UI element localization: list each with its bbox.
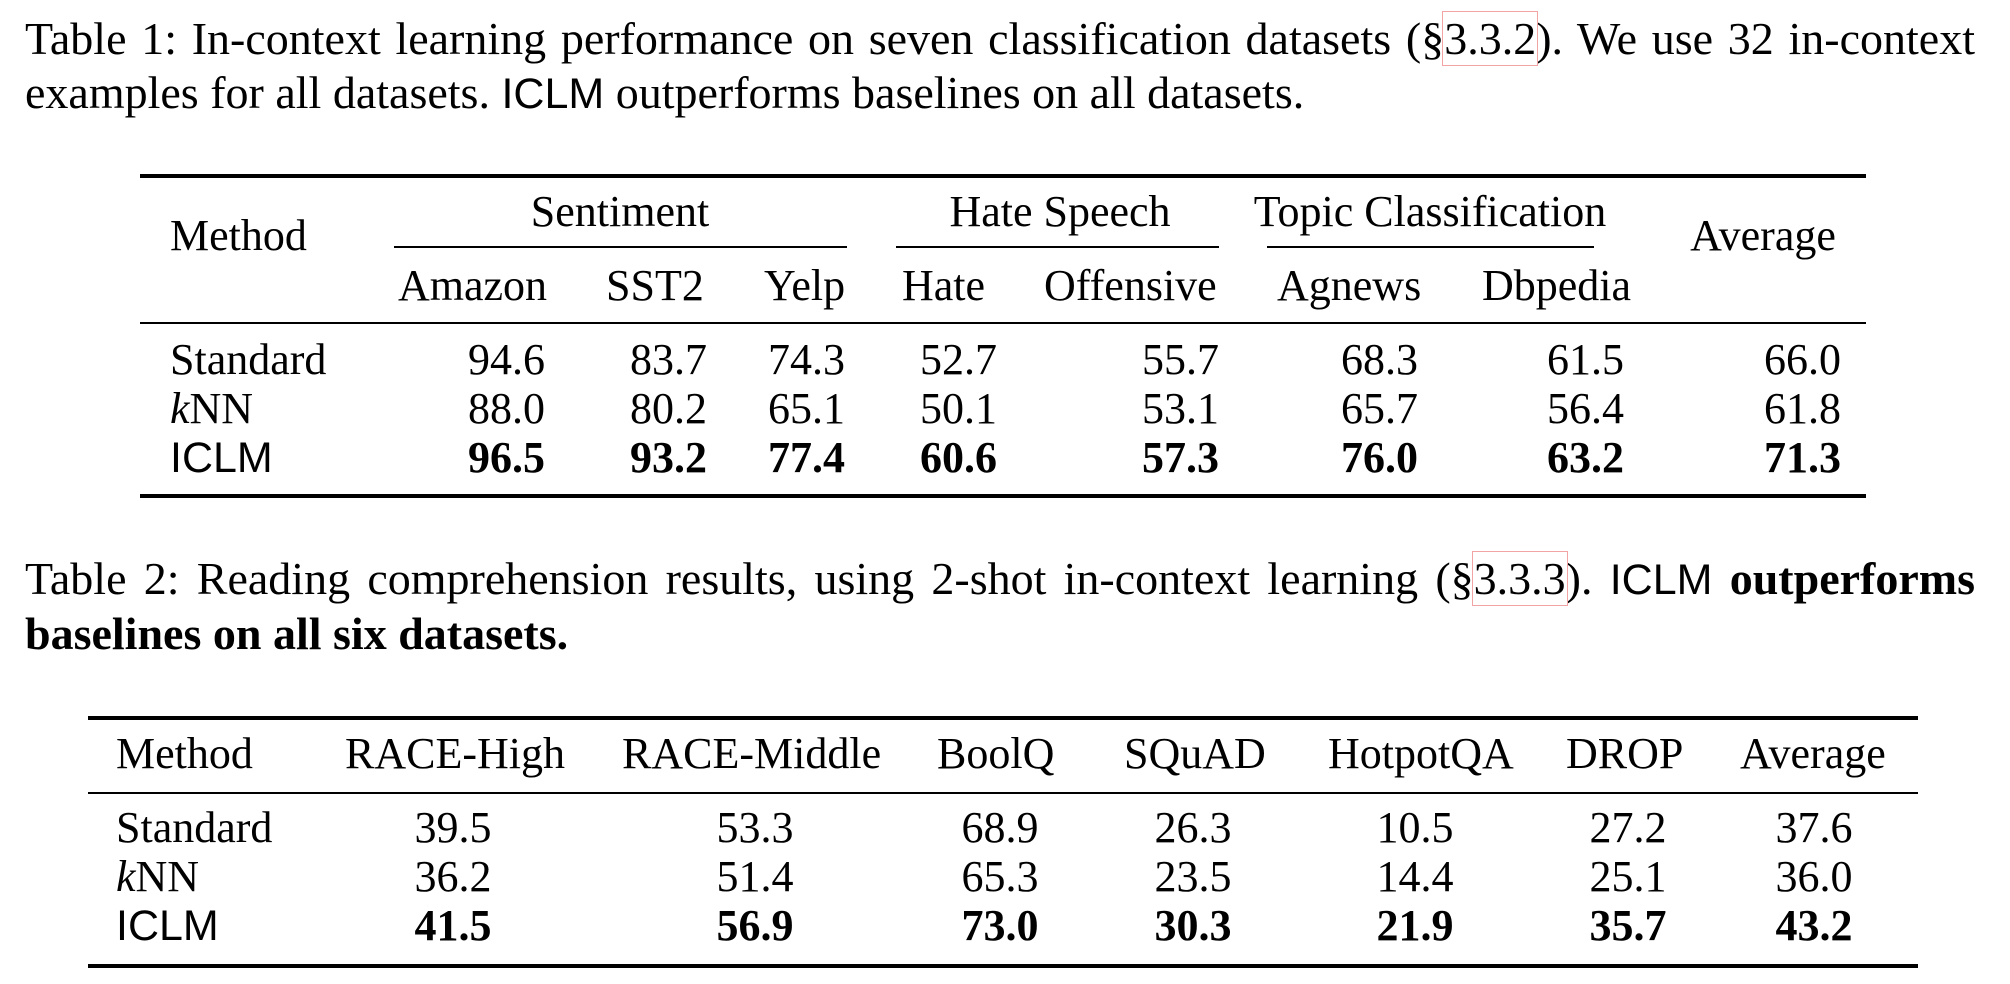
table1-col-agnews: Agnews <box>1277 261 1422 310</box>
table2-cell: 37.6 <box>1775 803 1853 852</box>
table1-cell: 63.2 <box>1547 433 1624 482</box>
table1-cell: 74.3 <box>768 335 845 384</box>
table1-cell: 57.3 <box>1142 433 1219 482</box>
table1-caption-mid: ). We use 32 in-context examples for all… <box>25 13 1975 118</box>
table1-row-iclm-method: ICLM <box>170 434 273 482</box>
table2: Standard kNN ICLM Method RACE-High RACE-Mi… <box>88 716 1918 970</box>
table1-group-topic-classification: Topic Classification <box>1253 187 1607 236</box>
table2-header-race-middle: RACE-Middle <box>622 729 882 778</box>
table1-group-hate-speech: Hate Speech <box>949 187 1171 236</box>
table1-col-sst2: SST2 <box>606 261 704 310</box>
table1-cell: 56.4 <box>1547 384 1624 433</box>
table1-cmidrule-sentiment <box>394 246 847 248</box>
table1-cell: 76.0 <box>1341 433 1418 482</box>
table2-cell: 43.2 <box>1775 901 1853 950</box>
table1-caption-prefix: Table 1: In-context learning performance… <box>25 13 1445 64</box>
table1-knn-k: k <box>170 384 190 433</box>
table2-header-hotpotqa: HotpotQA <box>1328 729 1514 778</box>
table2-cell: 27.2 <box>1589 803 1667 852</box>
table1-cell: 61.5 <box>1547 335 1624 384</box>
table1-caption-suffix: outperforms baselines on all datasets. <box>604 67 1305 118</box>
table1-col-amazon: Amazon <box>398 261 548 310</box>
table2-cell: 36.2 <box>414 852 492 901</box>
table1-cell: 52.7 <box>920 335 997 384</box>
table1-knn-nn: NN <box>189 384 254 433</box>
table1-top-rule <box>140 174 1866 178</box>
table2-cell: 26.3 <box>1154 803 1232 852</box>
table1-col-dbpedia: Dbpedia <box>1482 261 1632 310</box>
table2-cell: 21.9 <box>1376 901 1454 950</box>
table1-group-sentiment: Sentiment <box>530 187 710 236</box>
table2-cell: 39.5 <box>414 803 492 852</box>
table2-cell: 41.5 <box>414 901 492 950</box>
table2-caption: Table 2: Reading comprehension results, … <box>25 551 1975 661</box>
table1-cell: 50.1 <box>920 384 997 433</box>
table2-caption-model: ICLM <box>1609 556 1713 604</box>
table1-cell: 94.6 <box>468 335 545 384</box>
table2-cell: 68.9 <box>961 803 1039 852</box>
table2-header-method: Method <box>116 729 253 778</box>
table1-caption: Table 1: In-context learning performance… <box>25 11 1975 121</box>
table1-cell: 53.1 <box>1142 384 1219 433</box>
table1-cell: 68.3 <box>1341 335 1418 384</box>
table1-cell: 93.2 <box>630 433 707 482</box>
table1-cell: 66.0 <box>1764 335 1841 384</box>
table2-cell: 56.9 <box>716 901 794 950</box>
table1-cell: 96.5 <box>468 433 545 482</box>
table2-row-knn-method: kNN <box>116 853 199 901</box>
table2-mid-rule <box>88 792 1918 794</box>
table2-cell: 25.1 <box>1589 852 1667 901</box>
table2-cell: 53.3 <box>716 803 794 852</box>
table1-cell: 80.2 <box>630 384 707 433</box>
table1-col-offensive: Offensive <box>1044 261 1217 310</box>
table2-header-squad: SQuAD <box>1124 729 1266 778</box>
table1-cell: 55.7 <box>1142 335 1219 384</box>
table2-cell: 51.4 <box>716 852 794 901</box>
table1-header-method: Method <box>170 211 307 260</box>
table1-cell: 83.7 <box>630 335 707 384</box>
table1-cell: 71.3 <box>1764 433 1841 482</box>
table1-cell: 65.1 <box>768 384 845 433</box>
table2-cell: 10.5 <box>1376 803 1454 852</box>
table2-cell: 35.7 <box>1589 901 1667 950</box>
table2-row-standard-method: Standard <box>116 803 273 852</box>
table2-row-iclm-method: ICLM <box>116 902 219 950</box>
table1-cell: 65.7 <box>1341 384 1418 433</box>
table2-caption-bold: outperforms baselines on all six dataset… <box>25 553 1975 659</box>
table1-row-knn-method: kNN <box>170 385 253 433</box>
table2-caption-prefix: Table 2: Reading comprehension results, … <box>25 553 1474 604</box>
table2-knn-nn: NN <box>135 852 200 901</box>
table1-caption-model: ICLM <box>501 70 605 118</box>
table2-header-drop: DROP <box>1566 729 1684 778</box>
table1-mid-rule <box>140 322 1866 324</box>
table1-cell: 88.0 <box>468 384 545 433</box>
table1-col-yelp: Yelp <box>764 261 846 310</box>
table2-knn-k: k <box>116 852 136 901</box>
table2-cell: 30.3 <box>1154 901 1232 950</box>
table2-header-average: Average <box>1740 729 1886 778</box>
table2-header-boolq: BoolQ <box>937 729 1055 778</box>
table2-bottom-rule <box>88 964 1918 968</box>
table1-cmidrule-hate-speech <box>896 246 1219 248</box>
table1-section-ref-link[interactable]: 3.3.2 <box>1442 11 1539 66</box>
table2-cell: 73.0 <box>961 901 1039 950</box>
table1-cmidrule-topic <box>1267 246 1594 248</box>
table2-caption-mid: ). <box>1565 553 1610 604</box>
table2-cell: 23.5 <box>1154 852 1232 901</box>
table1: Method Sentiment Hate Speech Topic Class… <box>140 174 1866 499</box>
table2-cell: 14.4 <box>1376 852 1454 901</box>
table1-col-hate: Hate <box>902 261 986 310</box>
table2-section-ref-link[interactable]: 3.3.3 <box>1471 551 1568 606</box>
table1-header-average: Average <box>1690 211 1836 260</box>
table1-cell: 77.4 <box>768 433 845 482</box>
table2-top-rule <box>88 716 1918 720</box>
table1-row-standard-method: Standard <box>170 335 327 384</box>
table1-cell: 60.6 <box>920 433 997 482</box>
table2-header-race-high: RACE-High <box>345 729 565 778</box>
table1-cell: 61.8 <box>1764 384 1841 433</box>
table1-bottom-rule <box>140 494 1866 498</box>
table2-cell: 65.3 <box>961 852 1039 901</box>
table2-cell: 36.0 <box>1775 852 1853 901</box>
